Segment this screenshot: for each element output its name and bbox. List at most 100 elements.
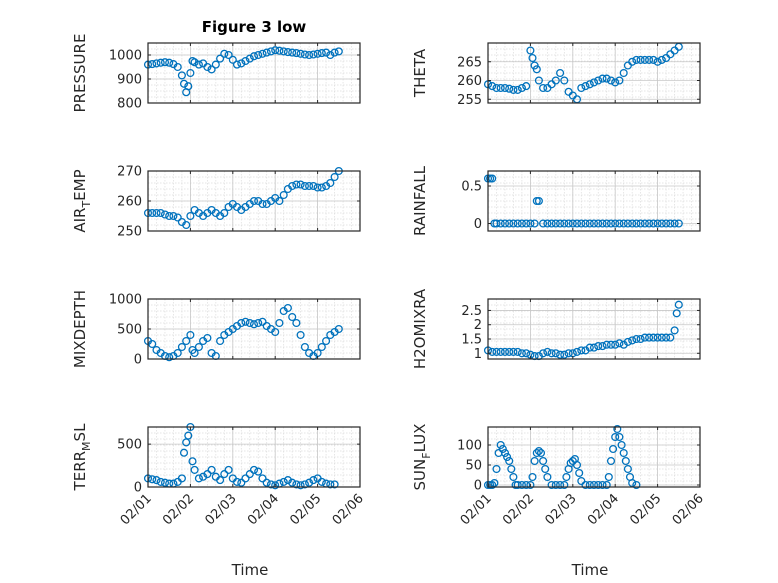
data-point <box>560 219 569 228</box>
data-point <box>220 470 229 479</box>
x-tick-label: 02/03 <box>543 491 580 528</box>
data-point <box>585 343 594 352</box>
data-point <box>148 475 157 484</box>
data-point <box>245 470 254 479</box>
data-point <box>589 480 599 490</box>
data-point <box>224 465 233 474</box>
subplot-rainfall: 0 0.5 RAINFALL <box>411 165 701 236</box>
data-point <box>326 480 335 489</box>
x-tick-label: 02/06 <box>330 491 367 528</box>
data-point <box>182 220 191 230</box>
data-point <box>496 219 505 228</box>
data-point <box>258 199 267 209</box>
data-point <box>300 50 309 59</box>
data-point <box>517 83 526 93</box>
y-tick-label: 500 <box>117 323 142 338</box>
data-point <box>503 452 512 462</box>
data-point <box>640 219 649 228</box>
data-point <box>564 219 573 228</box>
data-point <box>177 342 186 352</box>
y-axis-label: H2OMIXRA <box>411 288 429 369</box>
data-point <box>653 219 662 228</box>
data-point <box>598 219 607 228</box>
data-point <box>505 347 514 356</box>
data-point <box>292 180 301 189</box>
y-tick-label: 260 <box>457 74 482 89</box>
data-point <box>572 219 582 228</box>
data-point <box>249 196 259 206</box>
data-point <box>232 477 242 486</box>
data-point <box>296 330 305 340</box>
y-axis-label: MIXDEPTH <box>71 290 89 368</box>
data-point <box>334 324 343 334</box>
data-point <box>220 49 229 58</box>
x-tick-label: 02/05 <box>627 491 664 528</box>
data-point <box>604 472 613 482</box>
data-point <box>615 76 624 85</box>
data-point <box>636 219 645 228</box>
data-point <box>606 456 616 466</box>
x-tick-label: 02/02 <box>160 491 197 528</box>
data-point <box>551 76 560 85</box>
data-point <box>288 312 297 322</box>
data-point <box>522 480 531 490</box>
data-point <box>513 219 522 228</box>
data-point <box>165 58 174 67</box>
data-point <box>173 62 182 72</box>
data-point <box>628 336 637 345</box>
data-point <box>532 448 541 458</box>
data-point <box>589 343 599 352</box>
data-point <box>556 350 565 359</box>
data-point <box>194 60 203 69</box>
data-point <box>572 460 582 470</box>
data-point <box>666 333 675 342</box>
data-point <box>606 340 616 349</box>
data-point <box>662 219 671 228</box>
y-axis-label: TERRMSL <box>71 423 93 492</box>
data-point <box>577 219 586 228</box>
data-point <box>532 65 541 74</box>
data-point <box>262 48 271 57</box>
data-point <box>245 54 254 63</box>
y-tick-label: 1000 <box>109 293 142 308</box>
data-point <box>602 74 611 83</box>
y-tick-label: 265 <box>457 55 482 70</box>
data-point <box>560 76 569 85</box>
data-point <box>194 342 203 352</box>
y-tick-label: 270 <box>117 165 142 180</box>
data-point <box>615 432 624 442</box>
axes-frame <box>147 426 361 488</box>
data-point <box>271 46 280 55</box>
data-point <box>300 342 309 352</box>
data-point <box>492 219 501 228</box>
y-tick-label: 500 <box>117 438 142 453</box>
data-point <box>602 219 611 228</box>
data-point <box>560 480 569 490</box>
chart-title: Figure 3 low <box>202 18 307 36</box>
data-point <box>619 68 628 78</box>
data-point <box>249 320 259 329</box>
data-point <box>169 211 178 221</box>
data-point <box>292 49 301 58</box>
data-point <box>330 480 339 489</box>
axes-frame <box>487 170 701 232</box>
data-point <box>279 47 288 56</box>
data-point <box>262 478 271 487</box>
data-point <box>509 85 518 94</box>
data-point <box>313 183 322 192</box>
data-point <box>526 480 535 490</box>
y-tick-label: 0 <box>134 353 142 368</box>
subplot-sun-flux: 0 50 100 SUNFLUX 02/01 02/02 02/03 02/04 02/05 02… <box>411 424 707 579</box>
data-point <box>496 440 505 450</box>
y-axis-label: RAINFALL <box>411 165 429 236</box>
data-point <box>288 478 297 487</box>
data-point <box>539 83 548 93</box>
data-point <box>254 50 263 60</box>
data-point <box>611 219 620 228</box>
data-point <box>602 480 611 490</box>
data-point <box>334 47 343 56</box>
data-point <box>283 476 292 485</box>
data-point <box>617 440 626 450</box>
data-point <box>156 477 165 486</box>
data-point <box>182 336 191 346</box>
